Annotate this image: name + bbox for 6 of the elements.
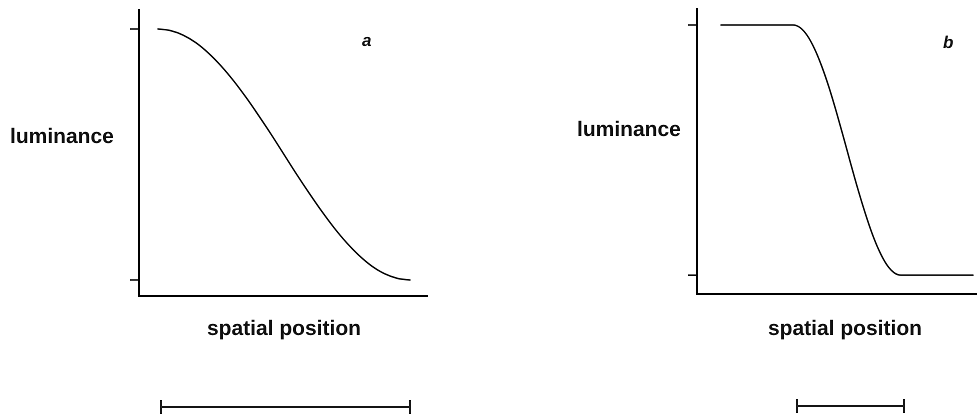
x-axis-title: spatial position bbox=[206, 317, 362, 340]
annotation: a bbox=[362, 31, 372, 50]
y-axis-title: luminance bbox=[10, 125, 114, 148]
x-axis-title: spatial position bbox=[768, 317, 922, 340]
y-axis-title: luminance bbox=[577, 118, 681, 141]
annotation: b bbox=[943, 33, 954, 52]
